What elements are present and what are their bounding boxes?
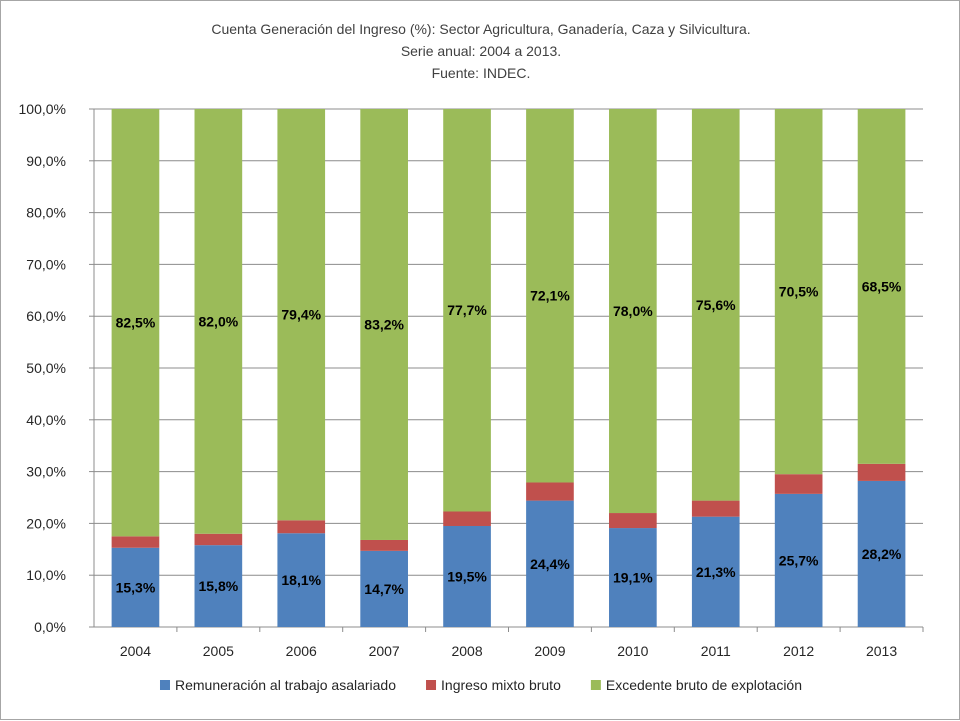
data-label: 77,7% xyxy=(447,302,487,318)
bar-segment xyxy=(857,109,906,464)
bar-segment xyxy=(691,109,740,501)
x-tick-label: 2005 xyxy=(203,643,234,659)
legend-label: Remuneración al trabajo asalariado xyxy=(175,677,396,693)
bar-segment xyxy=(443,525,491,627)
data-label: 79,4% xyxy=(281,307,321,323)
bar-segment xyxy=(277,533,326,627)
data-label: 28,2% xyxy=(862,546,902,562)
data-label: 72,1% xyxy=(530,288,570,304)
bar-segment xyxy=(774,493,823,627)
bar-segment xyxy=(774,474,823,494)
legend-label: Excedente bruto de explotación xyxy=(606,677,802,693)
x-tick-label: 2004 xyxy=(120,643,151,659)
chart-subtitle: Serie anual: 2004 a 2013. xyxy=(401,43,561,59)
bar-segment xyxy=(526,482,574,501)
x-tick-label: 2012 xyxy=(783,643,814,659)
y-tick-label: 10,0% xyxy=(26,567,66,583)
x-tick-label: 2013 xyxy=(866,643,897,659)
data-label: 24,4% xyxy=(530,556,570,572)
data-label: 75,6% xyxy=(696,297,736,313)
axes: 0,0% 10,0% 20,0% 30,0% 40,0% 50,0% 60,0% 70,0% 8… xyxy=(19,101,924,659)
y-tick-label: 30,0% xyxy=(26,464,66,480)
bar-segment xyxy=(526,109,574,483)
x-tick-label: 2011 xyxy=(701,643,731,659)
bar-segment xyxy=(609,109,657,514)
x-tick-label: 2010 xyxy=(617,643,648,659)
bar-segment xyxy=(277,520,326,534)
y-tick-label: 20,0% xyxy=(26,515,66,531)
y-tick-label: 100,0% xyxy=(19,101,66,117)
x-tick-label: 2009 xyxy=(534,643,565,659)
bar-segment xyxy=(609,513,657,529)
bar-segment xyxy=(443,109,491,512)
bar-segment xyxy=(360,539,408,551)
y-tick-label: 80,0% xyxy=(26,205,66,221)
bar-segment xyxy=(277,109,326,521)
bar-segment xyxy=(857,480,906,627)
legend-label: Ingreso mixto bruto xyxy=(441,677,561,693)
data-label: 70,5% xyxy=(779,284,819,300)
chart-title: Cuenta Generación del Ingreso (%): Secto… xyxy=(211,21,750,37)
bar-segment xyxy=(526,500,574,627)
bar-segment xyxy=(774,109,823,475)
data-label: 83,2% xyxy=(364,316,404,332)
data-label: 78,0% xyxy=(613,303,653,319)
y-tick-label: 60,0% xyxy=(26,308,66,324)
bars xyxy=(111,109,906,627)
bar-segment xyxy=(609,528,657,627)
data-label: 68,5% xyxy=(862,278,902,294)
data-label: 18,1% xyxy=(281,572,321,588)
x-tick-label: 2006 xyxy=(286,643,317,659)
y-tick-label: 90,0% xyxy=(26,153,66,169)
bar-segment xyxy=(194,533,243,546)
y-tick-label: 40,0% xyxy=(26,412,66,428)
bar-segment xyxy=(360,109,408,540)
bar-segment xyxy=(443,511,491,526)
data-label: 21,3% xyxy=(696,564,736,580)
data-label: 19,5% xyxy=(447,568,487,584)
data-label: 14,7% xyxy=(364,581,404,597)
data-label: 15,8% xyxy=(198,578,238,594)
bar-segment xyxy=(691,516,740,627)
bar-segment xyxy=(111,536,160,548)
legend-swatch xyxy=(590,680,601,690)
data-label: 25,7% xyxy=(779,552,819,568)
data-label: 82,5% xyxy=(116,315,156,331)
legend-swatch xyxy=(159,680,170,690)
bar-segment xyxy=(857,463,906,481)
bar-segment xyxy=(111,109,160,537)
bar-segment xyxy=(194,109,243,534)
data-label: 19,1% xyxy=(613,570,653,586)
y-tick-label: 50,0% xyxy=(26,360,66,376)
y-tick-label: 70,0% xyxy=(26,256,66,272)
legend: Remuneración al trabajo asalariado Ingres… xyxy=(159,677,802,693)
x-tick-label: 2007 xyxy=(369,643,400,659)
x-tick-label: 2008 xyxy=(451,643,482,659)
chart-source: Fuente: INDEC. xyxy=(432,65,531,81)
bar-segment xyxy=(360,550,408,627)
bar-segment xyxy=(111,547,160,627)
data-label: 82,0% xyxy=(198,313,238,329)
bar-segment xyxy=(194,545,243,627)
legend-swatch xyxy=(426,680,437,690)
data-labels: 15,3% 82,5% 15,8% 82,0% 18,1% 79,4% 14,7% 83,2%… xyxy=(116,278,902,597)
y-tick-label: 0,0% xyxy=(34,619,66,635)
bar-segment xyxy=(691,500,740,517)
data-label: 15,3% xyxy=(116,579,156,595)
